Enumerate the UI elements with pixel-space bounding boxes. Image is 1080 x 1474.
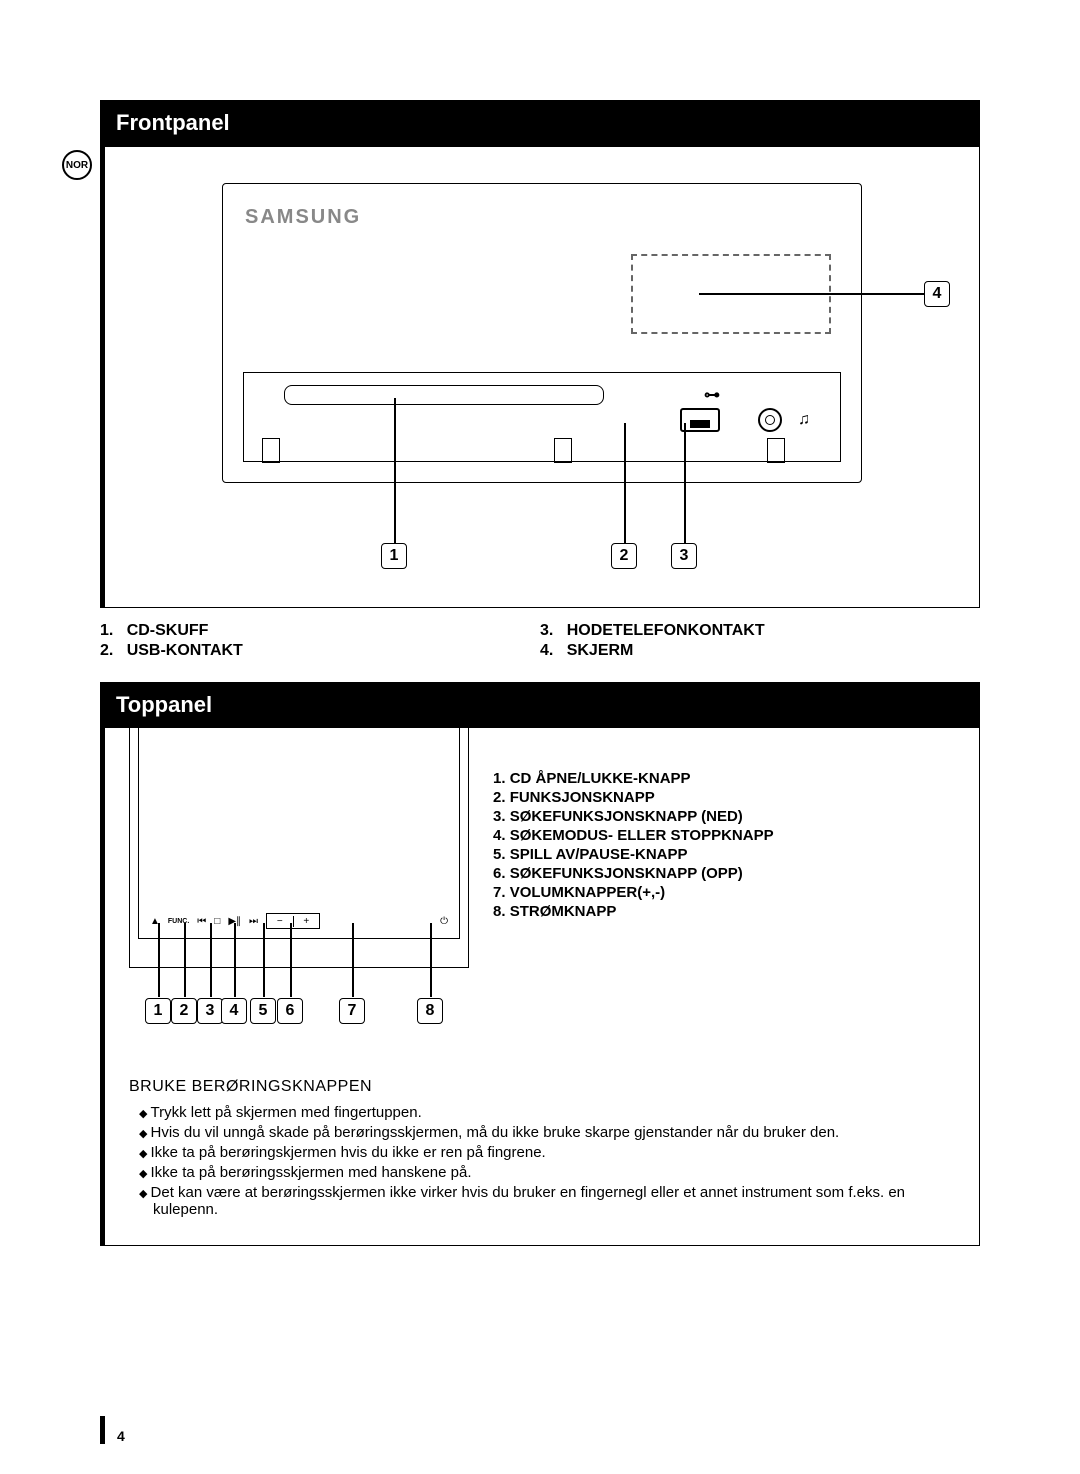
func-label: FUNC. (168, 918, 189, 925)
cd-tray (284, 385, 604, 405)
headphone-jack (758, 408, 782, 432)
foot (554, 438, 572, 463)
frontpanel-title: Frontpanel (100, 100, 980, 146)
top-callout-4: 4 (221, 998, 247, 1024)
usage-section: BRUKE BERØRINGSKNAPPEN Trykk lett på skj… (129, 1078, 955, 1221)
toppanel-section: ▲ FUNC. ⏮ □ ▶∥ ⏭ −+ ⏻ (100, 728, 980, 1246)
legend-num: 6. (493, 865, 506, 882)
usage-bullet: Ikke ta på berøringskjermen hvis du ikke… (129, 1144, 955, 1161)
top-callout-5: 5 (250, 998, 276, 1024)
top-controls-row: ▲ FUNC. ⏮ □ ▶∥ ⏭ −+ ⏻ (150, 910, 448, 932)
legend-num: 3. (540, 622, 553, 639)
usage-title: BRUKE BERØRINGSKNAPPEN (129, 1078, 955, 1096)
callout-2: 2 (611, 543, 637, 569)
top-callout-1: 1 (145, 998, 171, 1024)
legend-num: 2. (493, 789, 506, 806)
legend-num: 1. (100, 622, 113, 639)
top-callout-3: 3 (197, 998, 223, 1024)
top-callout-6: 6 (277, 998, 303, 1024)
usage-bullet: Det kan være at berøringsskjermen ikke v… (129, 1184, 955, 1218)
foot (262, 438, 280, 463)
legend-label: SPILL AV/PAUSE-KNAPP (510, 846, 688, 863)
frontpanel-legend: 1. CD-SKUFF 2. USB-KONTAKT 3. HODETELEFO… (100, 620, 980, 662)
legend-label: STRØMKNAPP (510, 903, 617, 920)
legend-label: SØKEFUNKSJONSKNAPP (NED) (510, 808, 743, 825)
usb-icon: ⊶ (704, 385, 720, 405)
usage-bullet: Hvis du vil unngå skade på berøringsskje… (129, 1124, 955, 1141)
top-device: ▲ FUNC. ⏮ □ ▶∥ ⏭ −+ ⏻ (129, 728, 469, 968)
next-icon: ⏭ (249, 916, 258, 927)
toppanel-title: Toppanel (100, 682, 980, 728)
legend-num: 7. (493, 884, 506, 901)
top-callout-2: 2 (171, 998, 197, 1024)
legend-num: 4. (540, 642, 553, 659)
legend-num: 5. (493, 846, 506, 863)
power-icon: ⏻ (440, 916, 448, 927)
usage-bullet: Ikke ta på berøringsskjermen med hansken… (129, 1164, 955, 1181)
legend-label: VOLUMKNAPPER(+,-) (510, 884, 665, 901)
legend-num: 4. (493, 827, 506, 844)
page-number: 4 (100, 1416, 125, 1444)
headphone-icon: ♫ (798, 411, 810, 429)
top-callout-8: 8 (417, 998, 443, 1024)
legend-label: SØKEMODUS- ELLER STOPPKNAPP (510, 827, 774, 844)
usage-bullet: Trykk lett på skjermen med fingertuppen. (129, 1104, 955, 1121)
legend-label: CD-SKUFF (127, 622, 209, 639)
frontpanel-diagram: SAMSUNG ⊶ ♫ 4 1 2 (100, 146, 980, 608)
legend-label: CD ÅPNE/LUKKE-KNAPP (510, 770, 691, 787)
language-badge: NOR (62, 150, 92, 180)
prev-icon: ⏮ (197, 916, 206, 927)
legend-label: SKJERM (567, 642, 634, 659)
device-lower-strip: ⊶ ♫ (243, 372, 841, 462)
legend-label: FUNKSJONSKNAPP (510, 789, 655, 806)
callout-1: 1 (381, 543, 407, 569)
top-callout-7: 7 (339, 998, 365, 1024)
legend-num: 8. (493, 903, 506, 920)
callout-3: 3 (671, 543, 697, 569)
legend-label: USB-KONTAKT (127, 642, 243, 659)
stop-icon: □ (214, 916, 220, 927)
toppanel-legend: 1. CD ÅPNE/LUKKE-KNAPP 2. FUNKSJONSKNAPP… (493, 728, 955, 1038)
callout-4: 4 (924, 281, 950, 307)
legend-label: HODETELEFONKONTAKT (567, 622, 765, 639)
legend-num: 3. (493, 808, 506, 825)
legend-label: SØKEFUNKSJONSKNAPP (OPP) (510, 865, 743, 882)
legend-num: 2. (100, 642, 113, 659)
usb-port (680, 408, 720, 432)
foot (767, 438, 785, 463)
legend-num: 1. (493, 770, 506, 787)
volume-buttons: −+ (266, 913, 320, 929)
brand-logo: SAMSUNG (245, 206, 361, 229)
front-device: SAMSUNG ⊶ ♫ (222, 183, 862, 483)
